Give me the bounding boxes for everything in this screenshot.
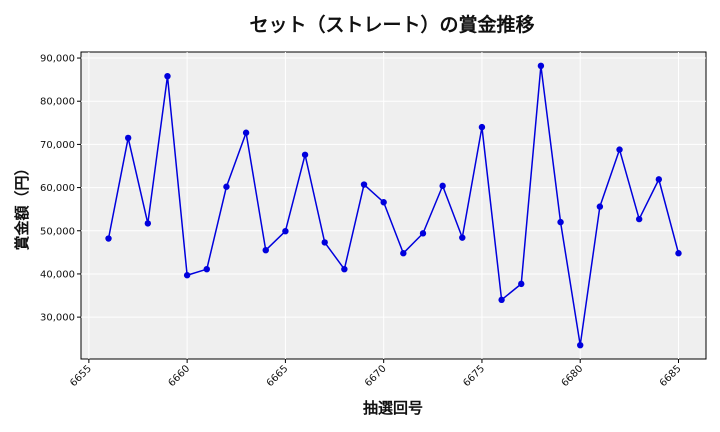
data-point (459, 234, 466, 241)
series-line (107, 65, 680, 346)
y-tick-label: 90,000 (40, 54, 75, 65)
data-point (518, 280, 525, 288)
data-point (596, 203, 604, 210)
plot-area (80, 51, 707, 360)
data-point (262, 246, 269, 254)
data-point (124, 134, 132, 142)
data-point (242, 129, 250, 136)
data-point (498, 296, 505, 304)
data-point (321, 239, 328, 246)
data-point (360, 181, 368, 188)
data-point (223, 183, 230, 190)
data-point (144, 220, 152, 227)
data-point (635, 215, 643, 223)
data-point (537, 62, 545, 70)
data-point (675, 250, 682, 257)
chart-title: セット（ストレート）の賞金推移 (249, 13, 534, 36)
data-point (164, 72, 171, 80)
data-point (380, 199, 387, 206)
data-point (341, 265, 348, 273)
y-tick-label: 30,000 (40, 313, 75, 324)
data-point (301, 151, 309, 158)
x-axis-label: 抽選回号 (363, 399, 423, 417)
data-point (400, 250, 407, 257)
data-point (439, 182, 446, 190)
y-tick-label: 70,000 (40, 140, 75, 151)
data-point (655, 176, 663, 183)
data-point (183, 272, 191, 279)
data-point (105, 235, 112, 242)
y-tick-label: 40,000 (40, 269, 75, 280)
data-point (419, 230, 427, 237)
data-point (282, 227, 289, 235)
data-point (203, 265, 210, 273)
data-point (478, 123, 486, 131)
y-tick-label: 60,000 (40, 183, 75, 194)
y-tick-label: 80,000 (40, 97, 75, 108)
series-layer (105, 62, 682, 349)
data-point (577, 341, 584, 349)
y-tick-label: 50,000 (40, 226, 75, 237)
data-point (557, 218, 564, 226)
data-point (616, 146, 623, 153)
y-axis-label: 賞金額（円） (13, 160, 31, 250)
